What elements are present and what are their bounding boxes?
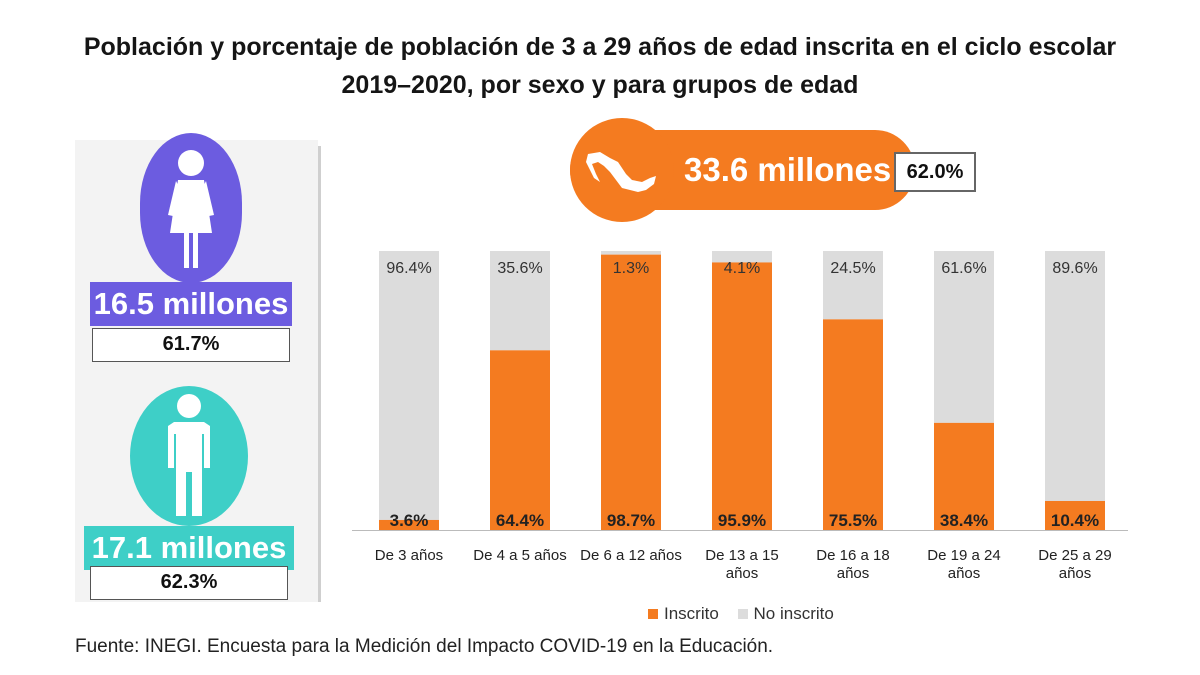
- man-circle: [130, 386, 248, 526]
- chart-title-line-2: 2019–2020, por sexo y para grupos de eda…: [341, 71, 859, 99]
- label-inscrito: 95.9%: [718, 511, 766, 530]
- category-label: De 13 a 15: [705, 547, 778, 564]
- man-icon: [168, 394, 210, 516]
- legend: Inscrito No inscrito: [648, 604, 848, 624]
- bar-inscrito: [934, 422, 994, 530]
- category-label: De 3 años: [375, 547, 443, 564]
- category-label: años: [837, 565, 870, 582]
- label-no-inscrito: 96.4%: [386, 260, 431, 277]
- label-inscrito: 98.7%: [607, 511, 655, 530]
- chart-title: Población y porcentaje de población de 3…: [0, 28, 1200, 104]
- chart-title-line-1: Población y porcentaje de población de 3…: [83, 33, 1117, 61]
- woman-icon: [168, 150, 214, 268]
- label-no-inscrito: 1.3%: [613, 260, 649, 277]
- category-label: años: [1059, 565, 1092, 582]
- label-no-inscrito: 89.6%: [1052, 260, 1097, 277]
- women-percent-box: 61.7%: [92, 328, 290, 362]
- category-label: años: [726, 565, 759, 582]
- category-label: años: [948, 565, 981, 582]
- legend-swatch-no-inscrito: [737, 609, 748, 619]
- legend-item-inscrito: Inscrito: [648, 604, 719, 624]
- legend-label-no-inscrito: No inscrito: [753, 604, 834, 623]
- category-label: De 4 a 5 años: [473, 547, 566, 564]
- bar-inscrito: [1045, 500, 1105, 530]
- legend-item-no-inscrito: No inscrito: [737, 604, 834, 624]
- bar-no-inscrito: [379, 251, 439, 520]
- women-total: 16.5 millones: [90, 282, 292, 326]
- women-total-value: 16.5 millones: [93, 286, 289, 321]
- total-value: 33.6 millones: [684, 151, 892, 188]
- panel-divider: [318, 146, 321, 602]
- label-inscrito: 3.6%: [390, 511, 429, 530]
- bar-inscrito: [712, 262, 772, 530]
- label-inscrito: 38.4%: [940, 511, 988, 530]
- bar-no-inscrito: [1045, 251, 1105, 501]
- category-label: De 19 a 24: [927, 547, 1000, 564]
- label-inscrito: 10.4%: [1051, 511, 1099, 530]
- category-label: De 25 a 29: [1038, 547, 1111, 564]
- label-inscrito: 64.4%: [496, 511, 544, 530]
- bar-no-inscrito: [490, 251, 550, 351]
- bar-inscrito: [823, 319, 883, 530]
- men-percent: 62.3%: [160, 571, 218, 593]
- legend-swatch-inscrito: [648, 609, 658, 619]
- bar-no-inscrito: [823, 251, 883, 320]
- bar-inscrito: [379, 519, 439, 530]
- label-no-inscrito: 24.5%: [830, 260, 875, 277]
- total-circle: [570, 118, 674, 222]
- source-note: Fuente: INEGI. Encuesta para la Medición…: [75, 636, 774, 657]
- women-percent: 61.7%: [162, 333, 220, 355]
- category-label: De 6 a 12 años: [580, 547, 682, 564]
- men-total-value: 17.1 millones: [91, 530, 287, 565]
- category-label: De 16 a 18: [816, 547, 889, 564]
- woman-circle: [140, 133, 242, 283]
- total-badge: 33.6 millones 62.0%: [570, 118, 990, 222]
- bar-no-inscrito: [934, 251, 994, 423]
- mexico-map-icon: [586, 152, 656, 192]
- total-percent: 62.0%: [894, 152, 976, 192]
- label-no-inscrito: 35.6%: [497, 260, 542, 277]
- label-inscrito: 75.5%: [829, 511, 877, 530]
- label-no-inscrito: 61.6%: [941, 260, 986, 277]
- bar-no-inscrito: [601, 251, 661, 255]
- men-total: 17.1 millones: [84, 526, 294, 570]
- bar-no-inscrito: [712, 251, 772, 263]
- bar-inscrito: [601, 254, 661, 530]
- legend-label-inscrito: Inscrito: [664, 604, 719, 623]
- bar-inscrito: [490, 350, 550, 530]
- label-no-inscrito: 4.1%: [724, 260, 760, 277]
- men-percent-box: 62.3%: [90, 566, 288, 600]
